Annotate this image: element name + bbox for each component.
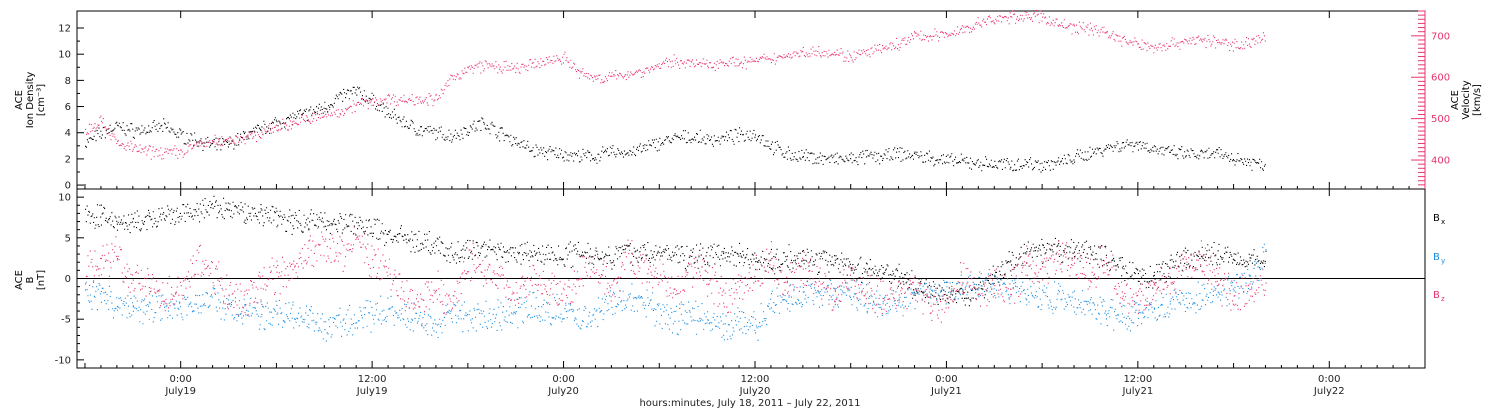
- x-tick-time-label: 12:00: [358, 374, 387, 385]
- bottom-left-tick-label: 0: [65, 274, 71, 285]
- x-tick-date-label: July19: [356, 386, 388, 397]
- x-tick-time-label: 12:00: [741, 374, 770, 385]
- top-left-tick-label: 0: [65, 181, 71, 192]
- x-tick-date-label: July20: [739, 386, 771, 397]
- density-series: [85, 86, 1266, 173]
- bx-series: [85, 195, 1267, 307]
- x-tick-time-label: 0:00: [1318, 374, 1340, 385]
- velocity-series: [85, 9, 1266, 160]
- x-tick-date-label: July22: [1313, 386, 1345, 397]
- top-right-tick-label: 600: [1431, 73, 1450, 84]
- legend-entry-sub-z: z: [1441, 295, 1445, 303]
- bottom-left-axis-title: ACEB[nT]: [14, 270, 47, 290]
- top-left-tick-label: 10: [58, 50, 71, 61]
- x-tick-date-label: July19: [164, 386, 196, 397]
- top-left-axis-title-line: [cm⁻³]: [36, 84, 47, 116]
- bottom-left-axis-title-line: [nT]: [36, 270, 47, 290]
- x-tick-time-label: 0:00: [169, 374, 191, 385]
- top-left-tick-label: 4: [65, 128, 71, 139]
- legend-entry-y: B: [1433, 252, 1440, 263]
- legend-entry-x: B: [1433, 213, 1440, 224]
- bottom-left-tick-label: -5: [61, 315, 71, 326]
- x-tick-date-label: July20: [547, 386, 579, 397]
- top-right-tick-label: 500: [1431, 114, 1450, 125]
- x-tick-time-label: 12:00: [1123, 374, 1152, 385]
- by-series: [85, 243, 1267, 342]
- x-tick-date-label: July21: [930, 386, 962, 397]
- bottom-left-tick-label: -10: [55, 355, 71, 366]
- bz-series: [85, 226, 1267, 325]
- x-axis-label: hours:minutes, July 18, 2011 – July 22, …: [639, 398, 860, 409]
- x-tick-time-label: 0:00: [935, 374, 957, 385]
- top-left-tick-label: 8: [65, 76, 71, 87]
- top-left-axis-title-line: ACE: [14, 90, 25, 110]
- top-left-tick-label: 6: [65, 102, 71, 113]
- top-left-axis-title: ACEIon Density[cm⁻³]: [14, 72, 47, 129]
- top-right-axis-title-line: ACE: [1450, 90, 1461, 110]
- top-left-tick-label: 2: [65, 154, 71, 165]
- top-right-tick-label: 700: [1431, 31, 1450, 42]
- top-panel-frame: [76, 10, 1426, 190]
- bottom-left-axis-title-line: B: [25, 276, 36, 283]
- bottom-left-axis-title-line: ACE: [14, 270, 25, 290]
- legend-entry-sub-y: y: [1441, 257, 1445, 265]
- plot-layer: 024681012400500600700-10-505100:00July19…: [14, 9, 1483, 409]
- top-right-axis-title: ACEVelocity[km/s]: [1450, 80, 1483, 119]
- top-right-axis-title-line: [km/s]: [1472, 84, 1483, 116]
- legend-entry-z: B: [1433, 290, 1440, 301]
- bottom-left-tick-label: 5: [65, 233, 71, 244]
- bottom-left-tick-label: 10: [58, 193, 71, 204]
- legend-entry-sub-x: x: [1441, 218, 1445, 226]
- x-tick-date-label: July21: [1121, 386, 1153, 397]
- top-left-tick-label: 12: [58, 24, 71, 35]
- x-tick-time-label: 0:00: [552, 374, 574, 385]
- top-right-axis-title-line: Velocity: [1461, 80, 1472, 119]
- top-left-axis-title-line: Ion Density: [25, 72, 36, 129]
- top-right-tick-label: 400: [1431, 156, 1450, 167]
